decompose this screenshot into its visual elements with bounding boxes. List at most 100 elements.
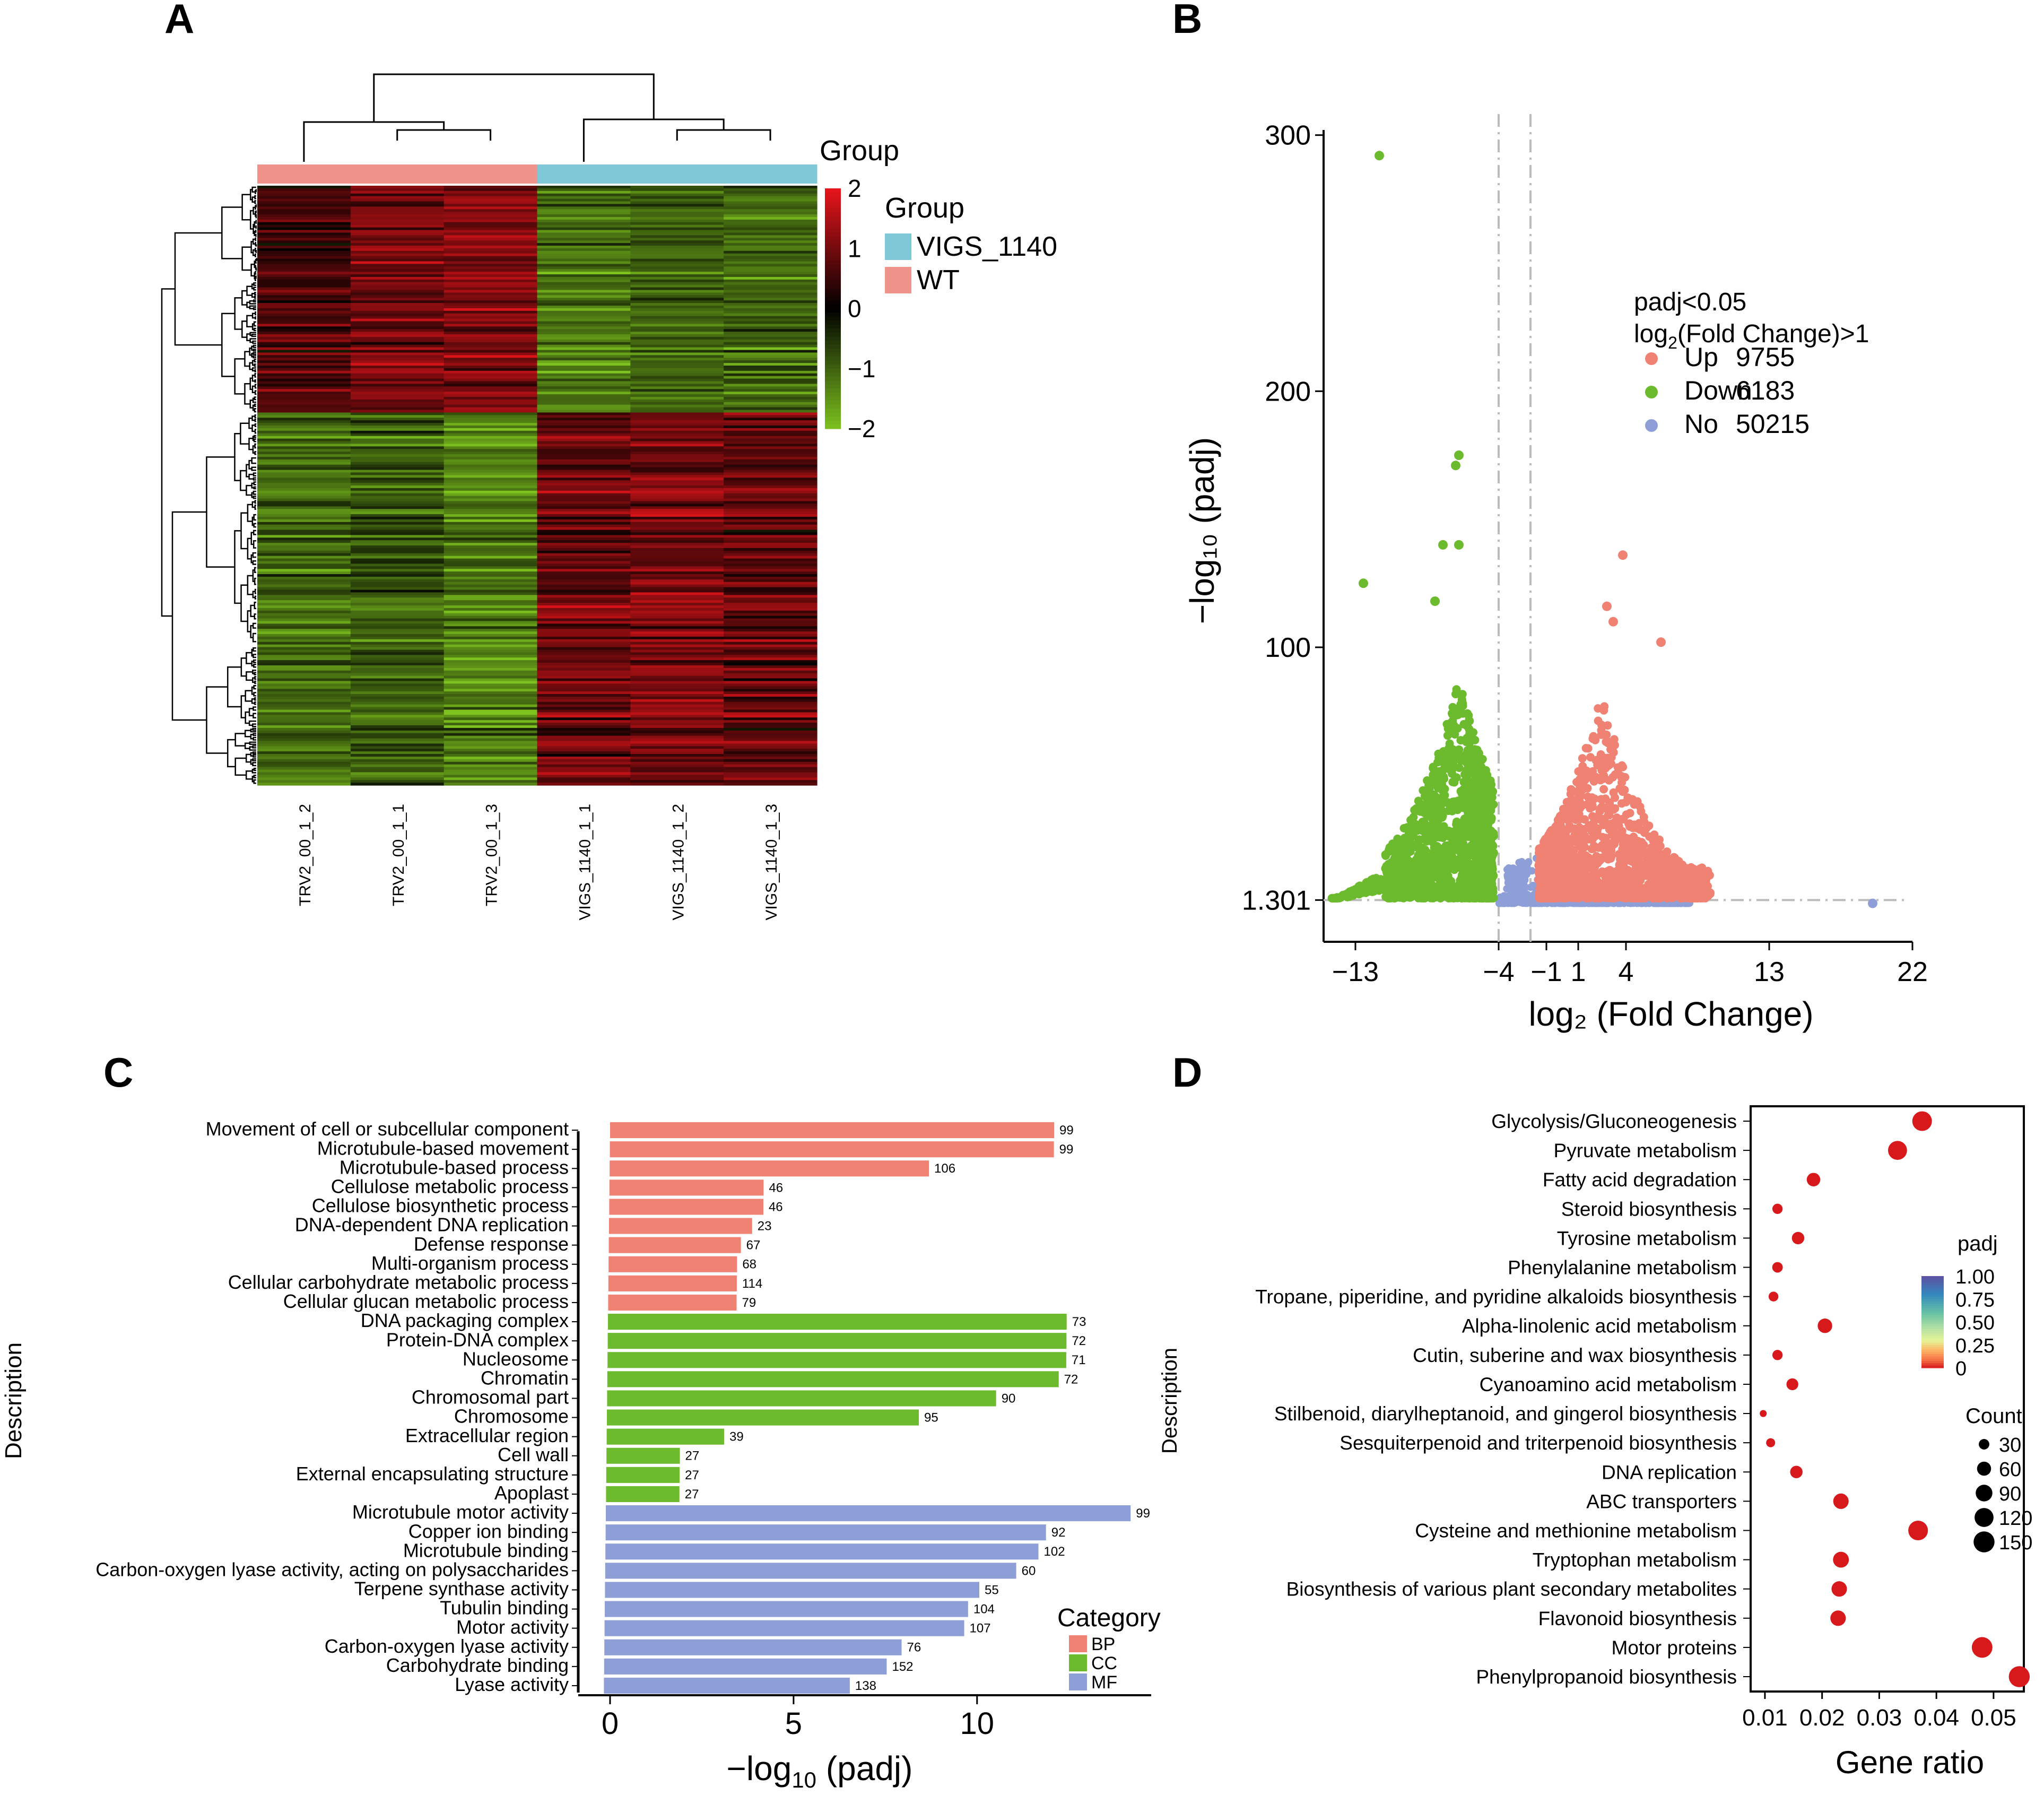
heatmap-cell <box>257 550 351 554</box>
heatmap-cell <box>443 214 538 218</box>
heatmap-cell <box>630 558 724 562</box>
volcano-y-tick-label: 1.301 <box>1242 885 1311 916</box>
heatmap-cell <box>443 433 538 437</box>
heatmap-cell <box>537 480 631 483</box>
heatmap-cell <box>257 605 351 609</box>
heatmap-cell <box>630 404 724 408</box>
heatmap-cell <box>257 193 351 197</box>
heatmap-cell <box>257 454 351 457</box>
heatmap-cell <box>350 392 445 395</box>
dendrogram-link <box>241 290 247 306</box>
heatmap-cell <box>630 634 724 637</box>
heatmap-cell <box>257 316 351 319</box>
heatmap-cell <box>724 459 817 463</box>
heatmap-cell <box>724 399 817 403</box>
heatmap-cell <box>537 727 631 731</box>
heatmap-cell <box>537 683 631 687</box>
group-legend-swatch <box>885 267 911 293</box>
heatmap-cell <box>724 647 817 651</box>
heatmap-cell <box>350 775 445 778</box>
volcano-point <box>1456 801 1465 810</box>
heatmap-cell <box>537 772 631 775</box>
heatmap-cell <box>630 352 724 355</box>
heatmap-cell <box>537 504 631 507</box>
heatmap-cell <box>443 381 538 384</box>
heatmap-cell <box>724 576 817 580</box>
heatmap-cell <box>257 618 351 622</box>
heatmap-cell <box>257 493 351 497</box>
volcano-point <box>1529 881 1537 889</box>
heatmap-cell <box>257 754 351 757</box>
heatmap-cell <box>630 300 724 303</box>
heatmap-cell <box>537 610 631 614</box>
volcano-point <box>1439 822 1448 831</box>
heatmap-cell <box>630 219 724 223</box>
heatmap-cell <box>630 545 724 549</box>
heatmap-cell <box>350 426 445 429</box>
heatmap-cell <box>537 227 631 231</box>
volcano-point <box>1482 840 1491 849</box>
heatmap-cell <box>630 426 724 429</box>
heatmap-cell <box>350 360 445 363</box>
heatmap-cell <box>537 402 631 405</box>
dendrogram-link <box>253 438 256 443</box>
heatmap-cell <box>443 683 538 687</box>
heatmap-cell <box>537 298 631 301</box>
volcano-point <box>1376 875 1385 884</box>
heatmap-cell <box>724 407 817 411</box>
volcano-point <box>1483 793 1492 802</box>
heatmap-cell <box>443 222 538 226</box>
heatmap-cell <box>257 324 351 327</box>
heatmap-cell <box>443 444 538 447</box>
heatmap-cell <box>257 712 351 715</box>
heatmap-cell <box>443 569 538 572</box>
heatmap-cell <box>537 561 631 564</box>
volcano-point <box>1456 752 1465 760</box>
heatmap-cell <box>537 222 631 226</box>
heatmap-cell <box>257 483 351 486</box>
heatmap-cell <box>630 464 724 468</box>
heatmap-cell <box>630 665 724 669</box>
heatmap-cell <box>443 298 538 301</box>
volcano-point <box>1450 864 1459 873</box>
volcano-point <box>1336 893 1345 902</box>
heatmap-cell <box>537 212 631 215</box>
heatmap-cell <box>257 329 351 332</box>
group-bar-cell <box>724 164 817 184</box>
heatmap-cell <box>350 738 445 742</box>
heatmap-cell <box>443 472 538 475</box>
heatmap-cell <box>257 336 351 340</box>
volcano-point <box>1486 857 1494 866</box>
heatmap-cell <box>443 621 538 624</box>
heatmap-cell <box>630 767 724 770</box>
heatmap-cell <box>257 558 351 562</box>
colorbar-tick-label: 1 <box>848 235 862 262</box>
heatmap-cell <box>630 548 724 551</box>
heatmap-cell <box>257 219 351 223</box>
heatmap-cell <box>630 298 724 301</box>
heatmap-cell <box>350 329 445 332</box>
heatmap-cell <box>537 723 631 726</box>
heatmap-cell <box>257 749 351 752</box>
volcano-point <box>1510 873 1518 881</box>
heatmap-cell <box>443 462 538 465</box>
heatmap-cell <box>630 266 724 270</box>
heatmap-cell <box>630 727 724 731</box>
heatmap-cell <box>630 720 724 723</box>
heatmap-cell <box>257 204 351 207</box>
colorbar-step <box>825 304 841 309</box>
heatmap-cell <box>630 678 724 682</box>
heatmap-cell <box>350 623 445 627</box>
heatmap-cell <box>537 725 631 728</box>
heatmap-cell <box>724 600 817 603</box>
heatmap-cell <box>724 691 817 695</box>
heatmap-cell <box>724 232 817 236</box>
heatmap-cell <box>257 631 351 635</box>
heatmap-cell <box>630 715 724 718</box>
dendrogram-link <box>249 305 254 309</box>
dendrogram-link <box>254 577 256 585</box>
heatmap-cell <box>724 707 817 710</box>
heatmap-cell <box>350 316 445 319</box>
heatmap-cell <box>257 261 351 264</box>
